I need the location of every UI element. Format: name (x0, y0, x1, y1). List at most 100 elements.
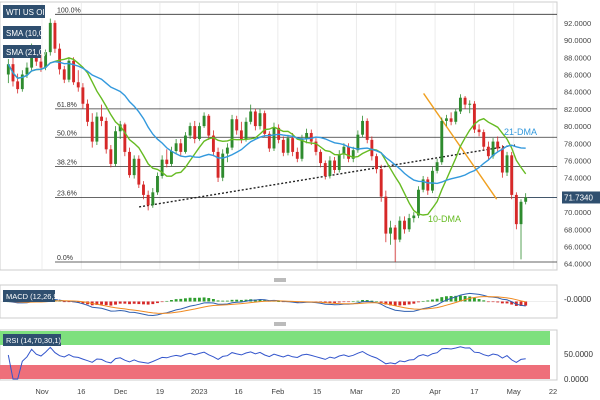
candle-body (505, 155, 509, 173)
x-tick-label: 17 (470, 387, 478, 396)
y-tick-label: 82.0000 (564, 105, 591, 114)
candle-body (514, 194, 518, 225)
macd-label-box[interactable]: MACD (12,26,9) (3, 290, 61, 302)
rsi-label: RSI (14,70,30,1) (6, 336, 62, 345)
macd-histogram-bar (239, 299, 243, 302)
macd-histogram-bar (440, 297, 444, 302)
candle-body (142, 184, 145, 195)
candle-body (444, 118, 448, 121)
candle-body (486, 146, 490, 157)
y-tick-label: 66.0000 (564, 243, 591, 252)
last-price-tag: 71.7340 (562, 191, 600, 204)
candle-body (202, 115, 206, 127)
candle-body (62, 69, 66, 80)
rsi-label-box[interactable]: RSI (14,70,30,1) (3, 334, 62, 346)
macd-histogram-bar (370, 300, 374, 302)
candle-body (440, 120, 444, 163)
y-tick-label: 90.0000 (564, 36, 591, 45)
candle-body (104, 120, 108, 150)
y-tick-label: 70.0000 (564, 208, 591, 217)
candle-body (72, 60, 76, 83)
candle-body (137, 158, 141, 185)
candle-body (421, 179, 425, 190)
candle-body (179, 143, 183, 152)
macd-histogram-bar (389, 301, 392, 306)
macd-histogram-bar (337, 301, 341, 303)
macd-histogram-bar (104, 301, 108, 306)
candle-body (519, 201, 523, 225)
instrument-label-box[interactable]: WTI US OIL (3, 5, 50, 18)
macd-histogram-bar (342, 301, 346, 303)
macd-histogram-bar (384, 301, 388, 305)
support-trendline (138, 144, 516, 208)
fib-label: 61.8% (57, 102, 77, 109)
candle-body (30, 48, 34, 68)
macd-histogram-bar (193, 297, 197, 302)
macd-indicator (0, 292, 557, 317)
candle-body (239, 130, 243, 139)
macd-histogram-bar (361, 299, 364, 302)
macd-histogram-bar (132, 301, 136, 304)
candle-body (86, 103, 90, 122)
candle-body (477, 129, 481, 133)
sma21-label: SMA (21,0) (6, 48, 46, 57)
candle-body (458, 97, 462, 112)
macd-histogram-bar (458, 295, 462, 302)
macd-histogram-bar (123, 301, 127, 304)
candle-body (267, 133, 271, 149)
macd-histogram-bar (165, 300, 169, 302)
macd-histogram-bar (393, 301, 397, 306)
candle-body (95, 116, 99, 142)
candle-body (389, 227, 392, 234)
candle-body (263, 113, 267, 134)
macd-histogram-bar (426, 300, 430, 302)
candle-body (244, 121, 248, 139)
candle-body (417, 189, 420, 216)
candlesticks (6, 18, 528, 262)
macd-histogram-bar (95, 301, 99, 305)
macd-histogram-bar (496, 301, 500, 303)
macd-histogram-bar (216, 300, 220, 302)
candle-body (225, 147, 229, 154)
candle-body (351, 150, 355, 159)
instrument-label: WTI US OIL (6, 8, 50, 17)
x-tick-label: 16 (234, 387, 242, 396)
sma21-line (7, 60, 526, 185)
candle-body (449, 118, 453, 122)
fib-label: 38.2% (57, 160, 77, 167)
macd-histogram-bar (146, 301, 150, 305)
candle-body (100, 116, 103, 121)
macd-histogram-bar (211, 298, 215, 302)
y-tick-label: 68.0000 (564, 225, 591, 234)
candle-body (319, 151, 323, 164)
macd-histogram-bar (225, 300, 229, 302)
x-tick-label: 20 (392, 387, 400, 396)
macd-histogram-bar (477, 299, 481, 302)
dma10-annotation: 10-DMA (428, 214, 461, 224)
candle-body (188, 126, 192, 136)
candle-body (118, 124, 122, 132)
candle-body (323, 163, 327, 176)
macd-histogram-bar (202, 297, 206, 302)
candle-body (272, 127, 276, 149)
macd-histogram-bar (444, 296, 448, 302)
moving-averages (7, 57, 557, 216)
x-tick-label: May (507, 387, 521, 396)
sma21-label-box[interactable]: SMA (21,0) (3, 45, 46, 58)
last-price-label: 71.7340 (564, 193, 593, 202)
macd-histogram-bar (137, 301, 141, 305)
panel-splitter-2[interactable] (274, 322, 286, 326)
macd-histogram-bar (114, 301, 117, 305)
macd-histogram-bar (375, 301, 378, 303)
candle-body (407, 218, 411, 230)
candle-body (500, 148, 504, 173)
macd-histogram-bar (328, 301, 332, 303)
candle-body (510, 155, 514, 195)
time-axis: Nov 16 Dec 19 2023 16 Feb 15 Mar 20 Apr 17 May 22 (35, 387, 557, 396)
sma10-label-box[interactable]: SMA (10,0) (3, 26, 46, 39)
panel-splitter-1[interactable] (274, 278, 286, 282)
candle-body (286, 138, 290, 153)
y-tick-label: 80.0000 (564, 122, 591, 131)
macd-histogram-bar (207, 298, 211, 302)
macd-histogram-bar (486, 301, 490, 303)
